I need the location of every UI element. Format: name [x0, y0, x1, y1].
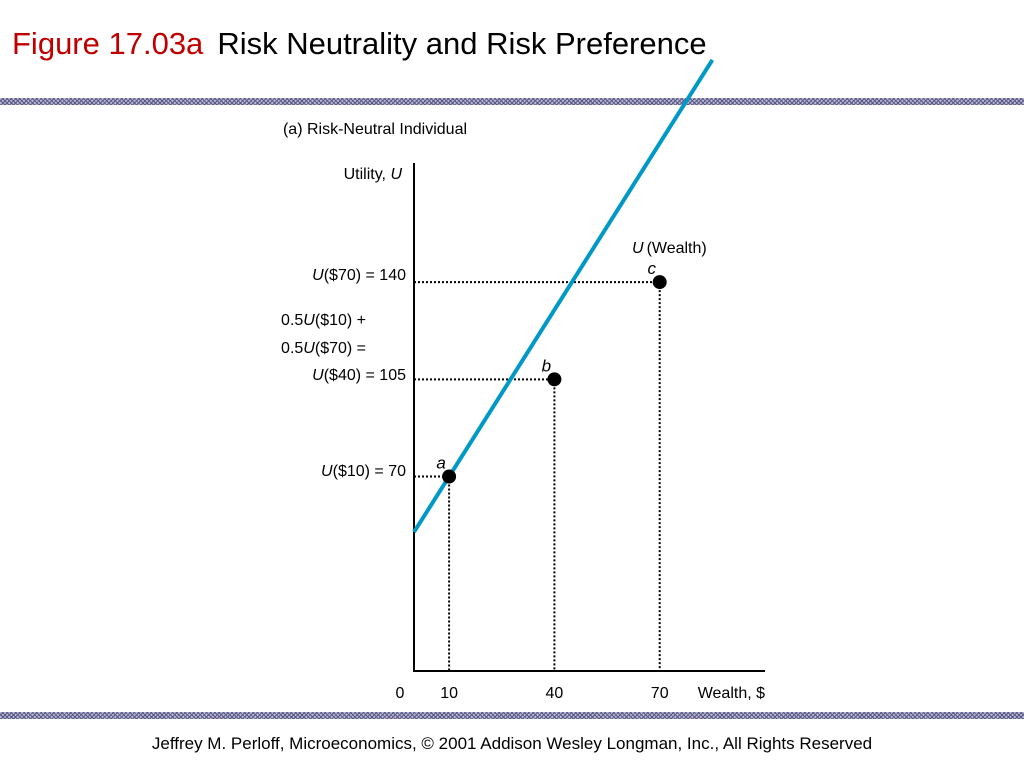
annotation-mix-line1: 0.5U($10) + [281, 312, 366, 329]
curve-label-var: U [632, 240, 644, 257]
annotation-mix-line2-text: ($70) = [315, 340, 366, 357]
figure-label: Figure 17.03a [12, 26, 204, 61]
x-tick-70: 70 [651, 685, 669, 702]
annotation-mix-line1-prefix: 0.5 [281, 312, 303, 329]
point-a [442, 469, 457, 484]
annotation-u70-text: ($70) = 140 [324, 267, 406, 284]
annotation-u40-text: ($40) = 105 [324, 367, 406, 384]
annotation-u40: U($40) = 105 [312, 367, 406, 384]
point-c [652, 275, 667, 290]
annotation-u70-var: U [312, 267, 324, 284]
utility-curve [412, 58, 715, 534]
x-axis-label: Wealth, $ [698, 685, 765, 702]
y-axis-label: Utility, U [344, 166, 403, 183]
point-label-b: b [542, 356, 551, 375]
annotation-u70: U($70) = 140 [312, 267, 406, 284]
annotation-u40-var: U [312, 367, 324, 384]
y-axis-label-prefix: Utility, [344, 166, 391, 183]
point-b [547, 372, 562, 387]
y-axis-label-var: U [390, 166, 402, 183]
chart-points: a b c [436, 259, 667, 484]
annotation-u10-var: U [321, 463, 333, 480]
point-label-a: a [436, 454, 445, 473]
annotation-mix-line1-text: ($10) + [315, 312, 366, 329]
slide-title: Figure 17.03a Risk Neutrality and Risk Pr… [12, 26, 707, 62]
point-label-c: c [647, 259, 656, 278]
footer-credit: Jeffrey M. Perloff, Microeconomics, © 20… [151, 734, 873, 753]
bottom-divider-band [0, 712, 1024, 719]
chart-title: (a) Risk-Neutral Individual [283, 121, 467, 138]
x-tick-40: 40 [546, 685, 564, 702]
annotation-mix-line2-prefix: 0.5 [281, 340, 303, 357]
x-tick-labels: 0 10 40 70 [396, 685, 669, 702]
curve-label: U (Wealth) [632, 240, 707, 257]
x-tick-10: 10 [440, 685, 458, 702]
annotation-u10: U($10) = 70 [321, 463, 406, 480]
annotation-mix-line2: 0.5U($70) = [281, 340, 366, 357]
curve-label-name: (Wealth) [647, 240, 707, 257]
top-divider-band [0, 98, 1024, 105]
dotted-guides [414, 281, 661, 671]
annotation-mix-line1-var: U [303, 312, 315, 329]
figure-title: Risk Neutrality and Risk Preference [217, 26, 707, 61]
annotation-mix-line2-var: U [303, 340, 315, 357]
x-tick-0: 0 [396, 685, 405, 702]
annotation-u10-text: ($10) = 70 [333, 463, 406, 480]
